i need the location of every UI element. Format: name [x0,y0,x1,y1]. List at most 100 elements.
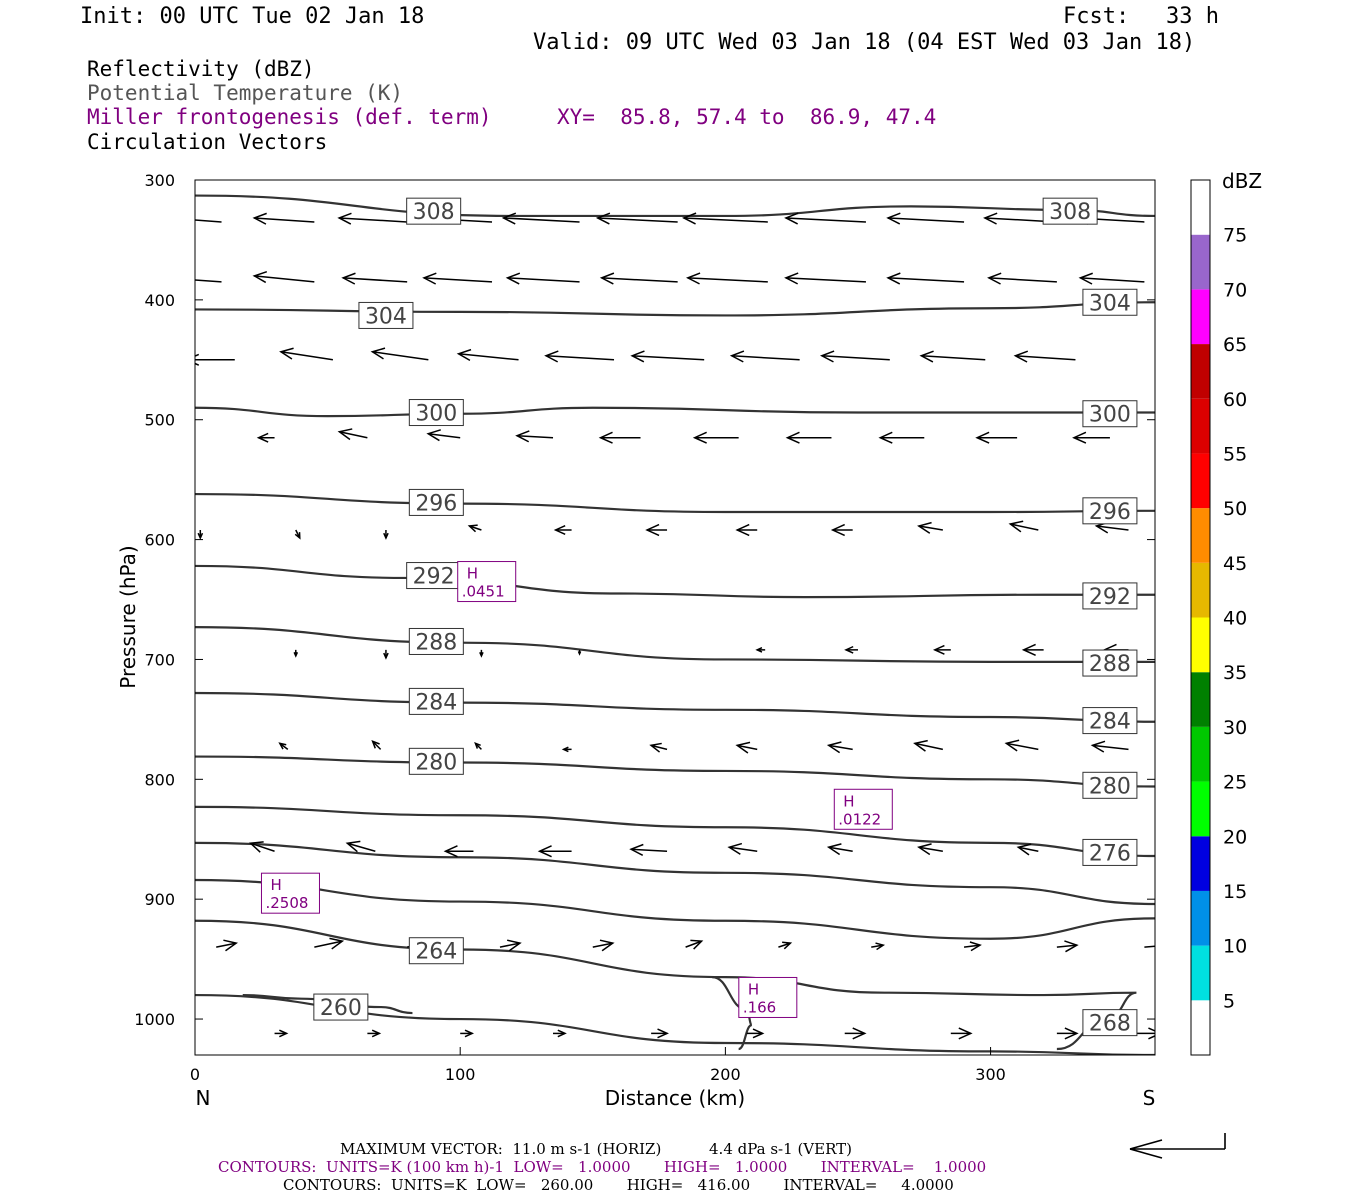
contour-label-box [1082,649,1138,677]
contour-label-box [1082,1009,1138,1037]
contour-label: 308 [413,200,455,225]
vector-head [919,350,934,363]
colorbar-cell [1191,289,1210,345]
vector-head [341,272,356,285]
theta-contour-line [195,691,1155,723]
x-tick-label: 200 [710,1065,741,1084]
circulation-vector [681,212,768,225]
circulation-vector [553,1029,567,1038]
circulation-vector [592,939,615,952]
vector-head [345,840,361,853]
circulation-vector [685,939,704,950]
vector-shaft [503,217,580,223]
circulation-vector [544,350,615,363]
contour-label-box [406,562,462,590]
vector-shaft [632,355,705,361]
circulation-vector [735,523,758,537]
vector-shaft [1015,355,1076,361]
contour-label: 300 [415,402,457,427]
colorbar-cell [1191,781,1210,837]
circulation-vector [1090,740,1129,753]
vector-head [784,212,799,225]
vector-shaft [597,217,678,223]
vector-head [987,272,1002,285]
vector-head [1064,1027,1079,1040]
colorbar-cell [1191,836,1210,891]
circulation-vector [784,272,866,285]
circulation-vector [729,350,800,363]
theta-contour-line [195,878,1155,940]
contour-label-box [408,747,464,775]
vector-head [506,939,522,952]
contour-label-box [1082,838,1138,866]
circulation-vector [987,272,1057,285]
vector-head [557,1029,567,1038]
contour-label-box [408,627,464,655]
fronto-max-label: H [270,876,281,894]
circulation-vector [886,212,965,225]
circulation-vector [515,430,554,443]
vector-head [467,524,478,533]
field-theta: Potential Temperature (K) [87,81,404,105]
vector-shaft [347,842,376,852]
vector-head [256,432,269,443]
colorbar-cell [1191,726,1210,782]
vector-head [383,532,389,540]
contour-label-box [408,687,464,715]
vector-head [464,1029,475,1038]
vector-shaft [372,740,382,750]
colorbar-cell [1191,398,1210,454]
colorbar-cell [1191,508,1210,563]
contour-label: 292 [413,565,455,590]
vector-head [932,644,945,655]
vector-head [422,272,437,285]
vector-head [681,212,697,225]
circulation-vector [599,272,678,285]
circulation-vector [878,431,925,444]
x-tick-label: 100 [445,1065,476,1084]
vector-head [501,212,517,225]
circulation-vector [826,741,853,754]
vector-shaft [254,275,315,283]
contour-label: 280 [415,750,457,775]
contour-label-box [408,399,464,427]
circulation-vector [294,529,301,540]
vector-head [826,741,842,754]
fronto-max-value: .0122 [838,810,881,828]
vector-head [630,350,645,363]
circulation-vector [1056,1027,1079,1040]
fronto-max-value: .166 [743,998,776,1016]
circulation-vector [598,431,641,444]
circulation-vector [1021,643,1044,656]
vector-shaft [988,277,1057,283]
vector-shaft [685,940,702,948]
vector-head [279,1029,289,1038]
contour-label: 268 [1089,1012,1131,1037]
vector-shaft [729,846,758,852]
vector-head [685,272,701,285]
fronto-max-box [833,788,893,830]
vector-head [577,651,582,656]
theta-contour-line [195,492,1155,514]
vector-head [252,270,268,284]
vector-head [649,742,662,753]
colorbar-label: 45 [1223,553,1247,575]
vector-head [735,741,751,754]
y-tick-label: 700 [144,650,175,669]
vector-shaft [250,842,275,852]
circulation-vector [830,523,853,537]
vector-head [370,347,386,360]
field-vectors: Circulation Vectors [87,130,328,154]
colorbar-label: 55 [1223,443,1247,465]
colorbar-label: 20 [1223,826,1247,848]
vector-shaft [737,744,758,751]
circulation-vectors [195,212,1155,1040]
circulation-vector [963,941,982,952]
vector-head [544,350,559,363]
vector-head [329,937,345,950]
circulation-vector [595,212,678,225]
vector-shaft [592,942,613,948]
vector-head [752,1028,765,1039]
contour-label-box [1082,288,1138,316]
